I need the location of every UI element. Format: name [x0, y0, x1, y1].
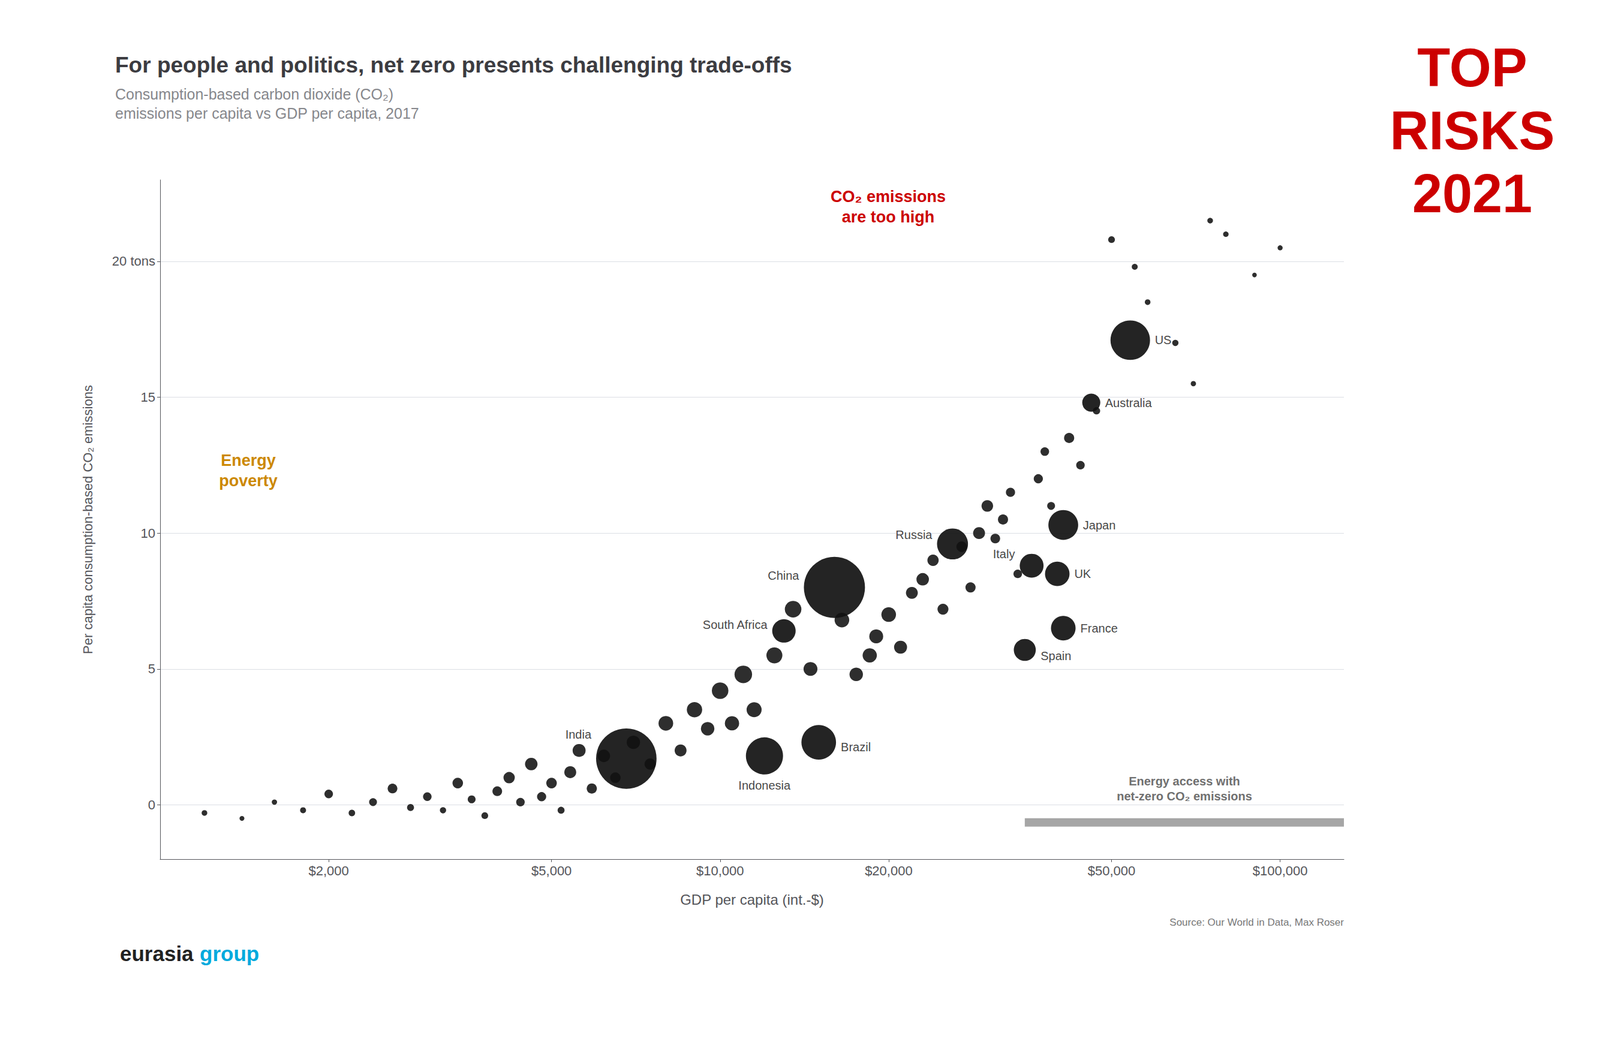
svg-text:$20,000: $20,000: [864, 863, 913, 879]
svg-text:Source: Our World in Data, Max: Source: Our World in Data, Max Roser: [1169, 916, 1344, 929]
svg-text:South Africa: South Africa: [702, 618, 769, 632]
svg-text:$100,000: $100,000: [1252, 863, 1308, 879]
svg-text:emissions per capita vs GDP pe: emissions per capita vs GDP per capita, …: [115, 104, 420, 122]
svg-text:Per capita consumption-based C: Per capita consumption-based CO₂ emissio…: [80, 385, 96, 655]
svg-text:For people and politics, net z: For people and politics, net zero presen…: [115, 52, 793, 78]
svg-text:China: China: [767, 569, 800, 583]
svg-text:0: 0: [148, 797, 156, 813]
svg-text:UK: UK: [1074, 567, 1091, 581]
svg-text:CO₂ emissions: CO₂ emissions: [830, 187, 946, 206]
svg-text:Consumption-based carbon dioxi: Consumption-based carbon dioxide (CO₂): [115, 85, 394, 103]
svg-text:$10,000: $10,000: [696, 863, 745, 879]
svg-text:India: India: [565, 728, 592, 742]
svg-text:RISKS: RISKS: [1389, 100, 1555, 161]
svg-text:TOP: TOP: [1417, 37, 1527, 98]
svg-text:$5,000: $5,000: [531, 863, 572, 879]
svg-text:Brazil: Brazil: [840, 740, 871, 754]
svg-text:5: 5: [148, 661, 156, 677]
svg-text:are too high: are too high: [841, 208, 935, 227]
svg-text:$50,000: $50,000: [1087, 863, 1136, 879]
svg-text:Energy access with: Energy access with: [1128, 774, 1241, 789]
svg-text:10: 10: [140, 525, 156, 541]
svg-text:15: 15: [140, 389, 156, 405]
svg-text:$2,000: $2,000: [308, 863, 349, 879]
svg-text:France: France: [1080, 621, 1118, 636]
svg-text:2021: 2021: [1412, 163, 1533, 224]
svg-text:GDP per capita (int.-$): GDP per capita (int.-$): [680, 891, 824, 908]
svg-text:20 tons: 20 tons: [112, 253, 156, 269]
svg-text:US: US: [1155, 333, 1172, 347]
svg-text:Japan: Japan: [1083, 518, 1117, 532]
svg-text:Indonesia: Indonesia: [738, 779, 792, 793]
svg-text:Russia: Russia: [895, 528, 933, 542]
svg-text:net-zero CO₂ emissions: net-zero CO₂ emissions: [1116, 789, 1253, 803]
svg-text:Australia: Australia: [1105, 396, 1153, 410]
svg-text:group: group: [199, 942, 260, 966]
svg-text:eurasia: eurasia: [119, 942, 194, 966]
svg-text:Energy: Energy: [220, 451, 276, 470]
svg-text:Italy: Italy: [993, 547, 1016, 561]
svg-text:Spain: Spain: [1040, 649, 1072, 663]
svg-text:poverty: poverty: [218, 471, 278, 490]
